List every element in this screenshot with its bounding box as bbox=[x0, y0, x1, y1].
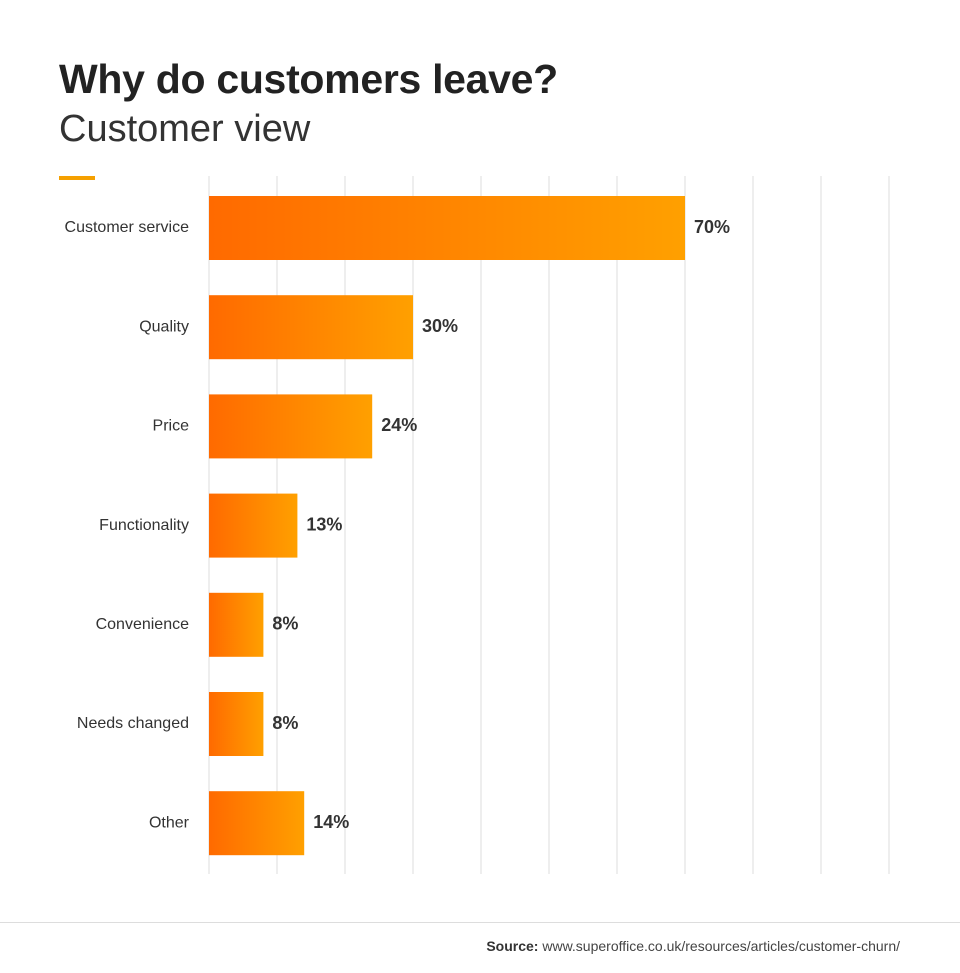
source-citation: Source: www.superoffice.co.uk/resources/… bbox=[486, 938, 900, 954]
chart-subtitle: Customer view bbox=[59, 108, 311, 150]
category-label: Convenience bbox=[96, 616, 190, 633]
value-label: 8% bbox=[272, 614, 298, 634]
value-label: 13% bbox=[306, 514, 342, 534]
bar-convenience bbox=[209, 592, 264, 657]
value-label: 24% bbox=[381, 415, 417, 435]
category-label: Price bbox=[153, 418, 190, 435]
category-label: Needs changed bbox=[77, 715, 189, 732]
category-label: Functionality bbox=[99, 517, 189, 534]
source-url: www.superoffice.co.uk/resources/articles… bbox=[542, 938, 900, 954]
bar-needs-changed bbox=[209, 692, 264, 756]
value-label: 14% bbox=[313, 812, 349, 832]
value-label: 30% bbox=[422, 316, 458, 336]
category-label: Quality bbox=[139, 318, 189, 335]
category-label: Customer service bbox=[65, 219, 190, 236]
value-label: 70% bbox=[694, 217, 730, 237]
category-label: Other bbox=[149, 814, 190, 831]
footer-divider bbox=[0, 922, 960, 923]
title-accent-line bbox=[59, 176, 95, 180]
bar-functionality bbox=[209, 493, 298, 558]
gridlines bbox=[208, 176, 890, 874]
chart-title: Why do customers leave? bbox=[59, 56, 558, 102]
bar-price bbox=[209, 394, 373, 459]
value-label: 8% bbox=[272, 713, 298, 733]
bar-customer-service bbox=[209, 196, 685, 260]
bar-chart: Customer service 70% Quality 30% Price 24% Fun… bbox=[65, 176, 890, 874]
bar-quality bbox=[209, 295, 413, 360]
source-label: Source: bbox=[486, 938, 539, 954]
bar-other bbox=[209, 791, 305, 856]
